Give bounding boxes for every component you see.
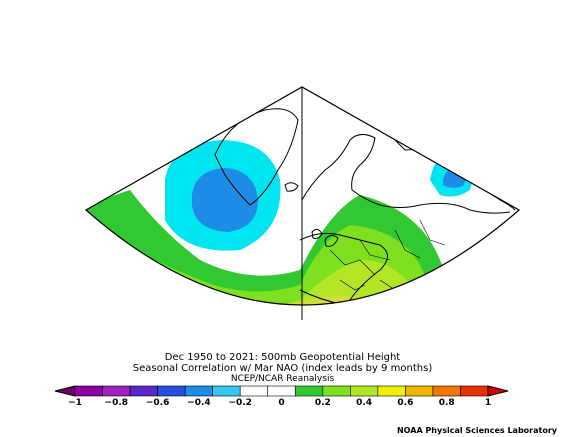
colorbar-cell (460, 385, 489, 397)
colorbar-tick-label: 0 (278, 398, 285, 408)
colorbar-arrow-low (54, 385, 76, 397)
colorbar-tick-label: 1 (484, 398, 492, 408)
colorbar-tick-label: −0.6 (145, 398, 170, 408)
colorbar-cell (350, 385, 379, 397)
colorbar-cell (322, 385, 351, 397)
colorbar-tick-label: 0.6 (397, 398, 414, 408)
colorbar-cell (432, 385, 461, 397)
colorbar (54, 385, 509, 397)
colorbar-tick-label: −0.2 (228, 398, 252, 408)
colorbar-cell (405, 385, 434, 397)
colorbar-tick-label: 0.4 (356, 398, 373, 408)
colorbar-cell (239, 385, 269, 397)
positive-field-inner (86, 225, 428, 305)
colorbar-tick-label: 0.8 (438, 398, 455, 408)
colorbar-tick-label: −1 (68, 398, 82, 408)
country-borders (329, 219, 446, 291)
colorbar-cell (184, 385, 213, 397)
colorbar-cell (74, 385, 103, 397)
map-frame (84, 86, 521, 306)
title-line-3: NCEP/NCAR Reanalysis (230, 374, 335, 384)
colorbar-cell (377, 385, 406, 397)
title-line-2: Seasonal Correlation w/ Mar NAO (index l… (132, 363, 433, 374)
colorbar-cell (267, 385, 296, 397)
colorbar-cell (129, 385, 158, 397)
colorbar-cell (157, 385, 186, 397)
colorbar-tick-label: −0.4 (187, 398, 211, 408)
colorbar-cell (102, 385, 131, 397)
colorbar-arrow-high (487, 385, 509, 397)
correlation-map (84, 86, 521, 320)
correlation-field (86, 108, 516, 305)
negative-field-greenland-core (192, 168, 258, 232)
colorbar-tick-label: 0.2 (314, 398, 331, 408)
title-line-1: Dec 1950 to 2021: 500mb Geopotential Hei… (164, 352, 401, 363)
credit-text: NOAA Physical Sciences Laboratory (396, 426, 557, 435)
colorbar-cell (294, 385, 324, 397)
colorbar-cell (212, 385, 241, 397)
colorbar-tick-label: −0.8 (104, 398, 129, 408)
